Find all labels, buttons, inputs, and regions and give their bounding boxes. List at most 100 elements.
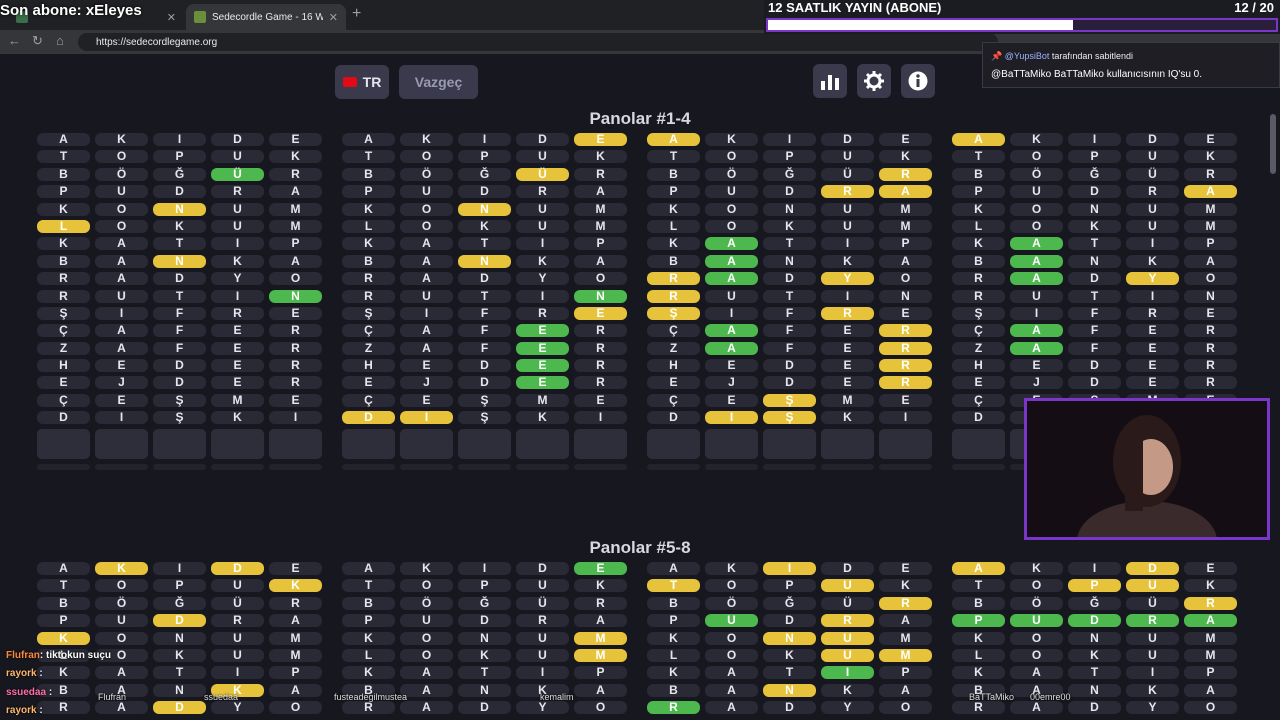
letter-tile: M bbox=[1184, 631, 1237, 645]
close-tab-icon[interactable]: ✕ bbox=[166, 11, 176, 24]
letter-tile: D bbox=[458, 701, 511, 715]
letter-tile: K bbox=[211, 254, 264, 268]
remaining-rows bbox=[647, 463, 933, 470]
section-title: Panolar #5-8 bbox=[589, 538, 691, 557]
letter-tile: N bbox=[458, 631, 511, 645]
letter-tile: E bbox=[952, 376, 1005, 390]
cancel-button[interactable]: Vazgeç bbox=[399, 65, 478, 99]
letter-tile: A bbox=[269, 254, 322, 268]
new-tab-button[interactable]: + bbox=[352, 5, 362, 22]
letter-tile: O bbox=[574, 701, 627, 715]
letter-tile: N bbox=[1068, 683, 1121, 697]
letter-tile: B bbox=[647, 167, 700, 181]
letter-tile: U bbox=[516, 219, 569, 233]
letter-tile: I bbox=[400, 306, 453, 320]
empty-tile bbox=[37, 428, 90, 459]
letter-tile: U bbox=[1010, 185, 1063, 199]
letter-tile: E bbox=[1184, 306, 1237, 320]
letter-tile: K bbox=[763, 219, 816, 233]
tab-sedecordle[interactable]: Sedecordle Game - 16 Words Wo ✕ bbox=[186, 4, 346, 30]
letter-tile: A bbox=[1010, 272, 1063, 286]
letter-tile: U bbox=[211, 219, 264, 233]
remaining-rows bbox=[342, 463, 628, 470]
letter-tile: E bbox=[1126, 341, 1179, 355]
letter-tile: Y bbox=[1126, 701, 1179, 715]
letter-tile: E bbox=[211, 324, 264, 338]
letter-tile: R bbox=[879, 359, 932, 373]
letter-tile: O bbox=[1010, 202, 1063, 216]
letter-tile: M bbox=[574, 648, 627, 662]
letter-tile: U bbox=[516, 631, 569, 645]
letter-tile: I bbox=[1010, 306, 1063, 320]
pet-name: kemalim bbox=[540, 692, 574, 702]
letter-tile: L bbox=[647, 219, 700, 233]
language-button[interactable]: TR bbox=[335, 65, 389, 99]
letter-tile: N bbox=[153, 683, 206, 697]
letter-tile: E bbox=[1126, 376, 1179, 390]
letter-tile: P bbox=[647, 614, 700, 628]
empty-tile bbox=[879, 428, 932, 459]
letter-tile: T bbox=[458, 666, 511, 680]
letter-tile: Z bbox=[342, 341, 395, 355]
letter-tile: D bbox=[763, 614, 816, 628]
letter-tile: A bbox=[95, 701, 148, 715]
letter-tile: R bbox=[516, 614, 569, 628]
letter-tile: R bbox=[37, 272, 90, 286]
letter-tile: I bbox=[821, 237, 874, 251]
letter-tile: A bbox=[1184, 185, 1237, 199]
tab-stream[interactable]: ✕ bbox=[8, 4, 184, 30]
letter-tile: Ü bbox=[516, 167, 569, 181]
letter-tile: Y bbox=[821, 272, 874, 286]
stats-button[interactable] bbox=[813, 64, 847, 98]
home-icon[interactable]: ⌂ bbox=[56, 33, 64, 48]
goal-title: 12 SAATLIK YAYIN (ABONE) bbox=[768, 0, 942, 15]
close-tab-icon[interactable]: ✕ bbox=[328, 11, 338, 24]
letter-tile: F bbox=[763, 324, 816, 338]
letter-tile: A bbox=[705, 237, 758, 251]
scrollbar[interactable] bbox=[1270, 114, 1276, 174]
letter-tile: P bbox=[458, 150, 511, 164]
letter-tile: I bbox=[574, 411, 627, 425]
empty-tile bbox=[516, 463, 569, 470]
letter-tile: B bbox=[952, 683, 1005, 697]
letter-tile: T bbox=[763, 237, 816, 251]
settings-button[interactable] bbox=[857, 64, 891, 98]
letter-tile: K bbox=[1126, 254, 1179, 268]
empty-tile bbox=[458, 463, 511, 470]
letter-tile: R bbox=[1126, 614, 1179, 628]
back-icon[interactable]: ← bbox=[8, 33, 21, 48]
letter-tile: Ç bbox=[342, 393, 395, 407]
letter-tile: A bbox=[705, 701, 758, 715]
letter-tile: M bbox=[574, 631, 627, 645]
reload-icon[interactable]: ↻ bbox=[32, 33, 43, 48]
letter-tile: A bbox=[1184, 683, 1237, 697]
letter-tile: K bbox=[516, 254, 569, 268]
remaining-rows bbox=[37, 463, 323, 470]
letter-tile: R bbox=[574, 359, 627, 373]
letter-tile: K bbox=[1068, 648, 1121, 662]
address-bar[interactable]: https://sedecordlegame.org bbox=[78, 33, 998, 51]
letter-tile: Z bbox=[37, 341, 90, 355]
letter-tile: I bbox=[1068, 562, 1121, 575]
empty-tile bbox=[342, 463, 395, 470]
empty-tile bbox=[211, 463, 264, 470]
favicon-icon bbox=[194, 11, 206, 23]
letter-tile: O bbox=[400, 219, 453, 233]
info-button[interactable] bbox=[901, 64, 935, 98]
